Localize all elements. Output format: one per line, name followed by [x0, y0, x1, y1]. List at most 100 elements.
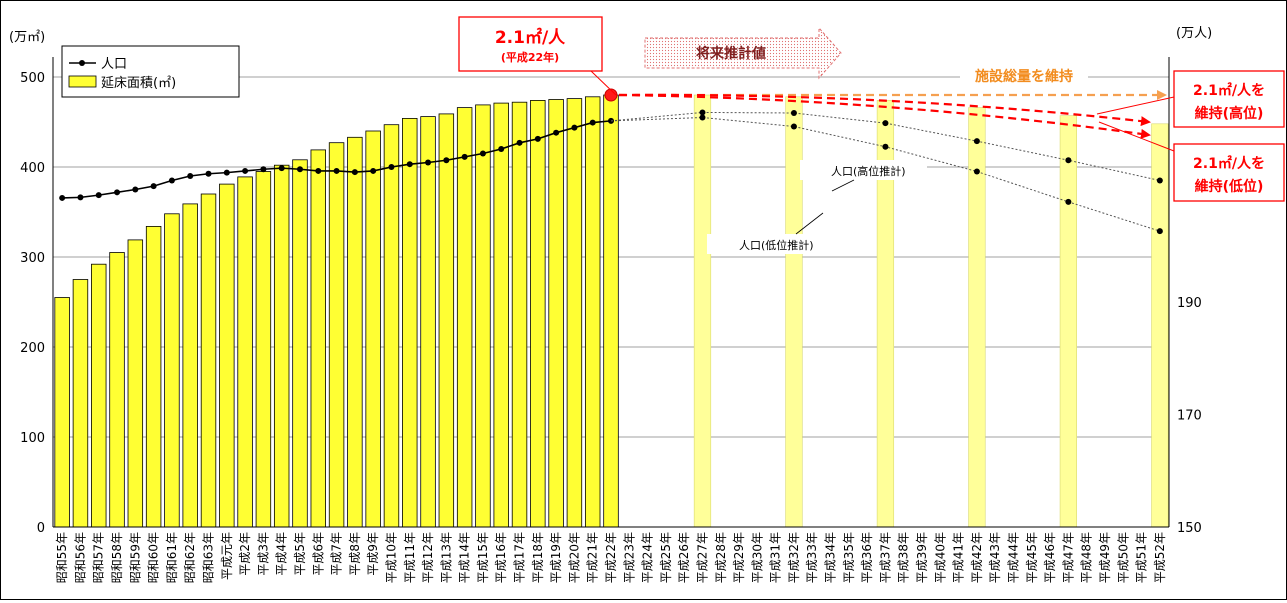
- population-point: [132, 186, 139, 193]
- future-projection-arrow: 将来推計値: [644, 26, 842, 80]
- floor-area-bar: [383, 124, 400, 528]
- category-label: 平成22年: [604, 532, 618, 583]
- future-floor-area-bar: [1151, 123, 1169, 528]
- floor-area-bar: [127, 239, 144, 528]
- floor-area-bar: [475, 104, 491, 528]
- population-point: [315, 167, 322, 174]
- category-label: 平成9年: [366, 532, 380, 576]
- category-label: 平成49年: [1098, 532, 1112, 583]
- left-axis-unit: (万㎡): [9, 30, 45, 45]
- population-point: [150, 183, 157, 190]
- category-label: 平成29年: [732, 532, 746, 583]
- category-label: 昭和62年: [183, 532, 197, 583]
- floor-area-bar: [91, 263, 107, 528]
- floor-area-bar: [347, 136, 363, 528]
- category-label: 平成36年: [860, 532, 874, 583]
- population-point: [516, 139, 523, 146]
- population-point: [114, 189, 121, 196]
- floor-area-bar: [255, 171, 272, 528]
- legend-floor-area-label: 延床面積(㎡): [101, 76, 176, 91]
- floor-area-bar: [72, 279, 89, 528]
- category-label: 昭和56年: [73, 532, 87, 583]
- category-label: 平成5年: [293, 532, 307, 576]
- low-callout-line2: 維持(低位): [1195, 178, 1264, 195]
- population-point: [77, 194, 84, 201]
- category-label: 平成元年: [220, 532, 234, 580]
- floor-area-bar: [54, 297, 70, 528]
- high-maintain-callout: 2.1㎡/人を 維持(高位): [1096, 70, 1285, 128]
- population-point: [498, 146, 505, 152]
- category-label: 平成43年: [988, 532, 1002, 583]
- low-callout-line1: 2.1㎡/人を: [1193, 155, 1265, 172]
- category-label: 平成47年: [1061, 532, 1075, 583]
- population-low-point: [790, 123, 797, 130]
- population-point: [223, 169, 230, 176]
- population-point: [205, 170, 212, 177]
- category-label: 平成31年: [769, 532, 783, 583]
- high-callout-line1: 2.1㎡/人を: [1193, 82, 1265, 99]
- population-point: [59, 194, 66, 201]
- category-label: 平成16年: [494, 532, 508, 583]
- category-label: 平成45年: [1025, 532, 1039, 583]
- category-label: 平成15年: [476, 532, 490, 583]
- population-high-point: [882, 120, 889, 127]
- category-label: 平成44年: [1006, 532, 1020, 583]
- floor-area-bar: [548, 99, 564, 528]
- population-high-point: [790, 110, 797, 116]
- category-label: 平成10年: [384, 532, 398, 583]
- floor-area-bar: [109, 252, 125, 528]
- population-point: [571, 124, 578, 131]
- left-tick-label: 500: [20, 71, 45, 86]
- population-high-point: [1156, 177, 1163, 184]
- category-label: 平成35年: [842, 532, 856, 583]
- population-point: [242, 167, 249, 174]
- population-point: [406, 161, 413, 168]
- left-tick-label: 300: [20, 251, 45, 266]
- floor-area-bar: [530, 100, 546, 528]
- floor-area-bar: [164, 213, 180, 528]
- left-tick-label: 100: [20, 431, 45, 446]
- category-label: 昭和59年: [128, 532, 142, 583]
- population-point: [589, 119, 596, 126]
- population-low-point: [973, 168, 980, 175]
- category-label: 平成32年: [787, 532, 801, 583]
- category-label: 平成40年: [933, 532, 947, 583]
- floor-area-bar: [200, 193, 217, 528]
- maintain-total-label: 施設総量を維持: [975, 68, 1073, 85]
- legend-population-marker: [79, 60, 85, 66]
- population-point: [388, 164, 395, 170]
- population-point: [443, 157, 450, 164]
- category-label: 平成25年: [659, 532, 673, 583]
- category-label: 平成13年: [439, 532, 453, 583]
- population-point: [187, 173, 194, 179]
- future-floor-area-bar: [1059, 115, 1077, 528]
- current-ratio-marker: [604, 88, 618, 102]
- left-tick-label: 200: [20, 341, 45, 356]
- floor-area-bar: [402, 118, 418, 528]
- population-point: [425, 159, 432, 166]
- annotations: [604, 88, 1167, 139]
- population-point: [479, 150, 486, 157]
- population-point: [278, 165, 285, 172]
- population-low-label: 人口(低位推計): [739, 238, 814, 252]
- population-point: [534, 135, 541, 142]
- floor-area-bar: [511, 101, 528, 528]
- category-label: 平成39年: [915, 532, 929, 583]
- floor-area-bar: [237, 176, 253, 528]
- future-floor-area-bar: [785, 96, 803, 528]
- future-floor-area-bars: [693, 94, 1169, 528]
- floor-area-bar: [273, 164, 290, 528]
- category-label: 平成27年: [695, 532, 709, 583]
- population-point: [168, 177, 175, 184]
- category-label: 平成30年: [750, 532, 764, 583]
- population-point: [333, 167, 340, 174]
- population-point: [370, 167, 377, 174]
- high-callout-line2: 維持(高位): [1195, 105, 1264, 122]
- floor-area-bar: [438, 113, 455, 528]
- category-label: 平成34年: [824, 532, 838, 583]
- category-label: 平成42年: [970, 532, 984, 583]
- floor-area-bar: [584, 96, 601, 528]
- right-tick-label: 150: [1177, 521, 1202, 536]
